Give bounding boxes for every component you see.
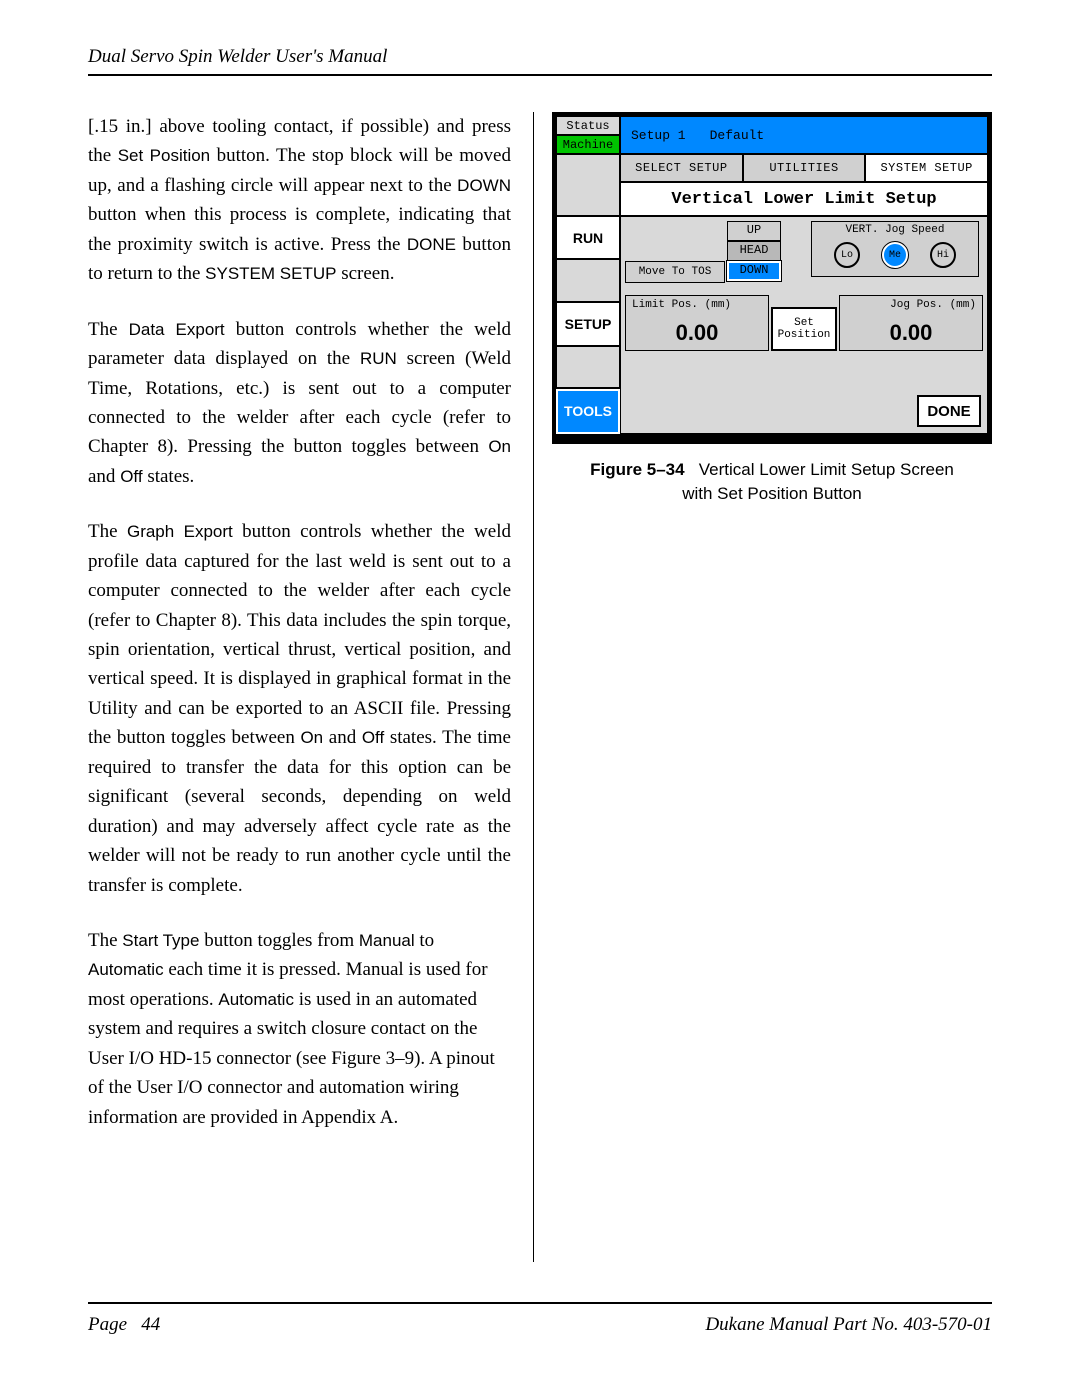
done-button[interactable]: DONE [917, 395, 981, 427]
tab-utilities[interactable]: UTILITIES [743, 154, 866, 182]
title-bar: Setup 1 Default [620, 116, 988, 154]
limit-pos-value: 0.00 [626, 320, 768, 346]
setup-number: Setup 1 [631, 128, 686, 143]
para-2: The Data Export button controls whether … [88, 315, 511, 492]
para-4: The Start Type button toggles from Manua… [88, 926, 511, 1132]
figure-caption: Figure 5–34 Vertical Lower Limit Setup S… [552, 458, 992, 506]
ui-top-row: Status Machine Setup 1 Default [556, 116, 988, 154]
header-title: Dual Servo Spin Welder User's Manual [88, 46, 992, 74]
caption-line2: with Set Position Button [682, 484, 862, 503]
status-col: Status Machine [556, 116, 620, 154]
tab-system-setup[interactable]: SYSTEM SETUP [865, 154, 988, 182]
jog-speed-panel: VERT. Jog Speed Lo Me Hi [811, 221, 979, 277]
jog-hi-button[interactable]: Hi [930, 242, 956, 268]
tab-row: SELECT SETUP UTILITIES SYSTEM SETUP [620, 154, 988, 182]
run-button[interactable]: RUN [556, 216, 620, 259]
limit-pos-label: Limit Pos. (mm) [632, 299, 762, 311]
status-cell[interactable]: Status [556, 116, 620, 135]
jog-speed-label: VERT. Jog Speed [812, 224, 978, 236]
setup-name: Default [710, 128, 765, 143]
para-1: [.15 in.] above tooling contact, if poss… [88, 112, 511, 289]
page-number: Page 44 [88, 1314, 160, 1336]
jog-pos-box: Jog Pos. (mm) 0.00 [839, 295, 983, 351]
tab-select-setup[interactable]: SELECT SETUP [620, 154, 743, 182]
manual-part-no: Dukane Manual Part No. 403-570-01 [705, 1314, 992, 1336]
page: Dual Servo Spin Welder User's Manual [.1… [88, 46, 992, 1336]
blank-cell [556, 154, 620, 216]
columns: [.15 in.] above tooling contact, if poss… [88, 112, 992, 1262]
caption-line1: Vertical Lower Limit Setup Screen [699, 460, 954, 479]
para-3: The Graph Export button controls whether… [88, 517, 511, 900]
figure-number: Figure 5–34 [590, 460, 685, 479]
machine-cell[interactable]: Machine [556, 135, 620, 154]
sidebar: RUN SETUP TOOLS [556, 216, 620, 434]
tabs-area: SELECT SETUP UTILITIES SYSTEM SETUP Vert… [620, 154, 988, 216]
screen-subtitle: Vertical Lower Limit Setup [620, 182, 988, 216]
jog-pos-value: 0.00 [840, 320, 982, 346]
jog-pos-label: Jog Pos. (mm) [846, 299, 976, 311]
tools-button[interactable]: TOOLS [556, 389, 620, 434]
ui-panel: Status Machine Setup 1 Default SELECT SE… [552, 112, 992, 444]
limit-pos-box: Limit Pos. (mm) 0.00 [625, 295, 769, 351]
up-button[interactable]: UP [727, 221, 781, 241]
down-button[interactable]: DOWN [727, 261, 781, 281]
header-rule [88, 74, 992, 76]
left-column: [.15 in.] above tooling contact, if poss… [88, 112, 533, 1262]
sidebar-spacer-2 [556, 346, 620, 389]
ui-main: RUN SETUP TOOLS UP HEAD DOWN Move To TOS… [556, 216, 988, 434]
sidebar-spacer-1 [556, 259, 620, 302]
move-to-tos-button[interactable]: Move To TOS [625, 261, 725, 283]
jog-circles: Lo Me Hi [812, 242, 978, 268]
ui-row2: SELECT SETUP UTILITIES SYSTEM SETUP Vert… [556, 154, 988, 216]
head-label: HEAD [727, 241, 781, 261]
jog-me-button[interactable]: Me [882, 242, 908, 268]
set-position-button[interactable]: Set Position [771, 307, 837, 351]
content-area: UP HEAD DOWN Move To TOS VERT. Jog Speed… [620, 216, 988, 434]
footer: Page 44 Dukane Manual Part No. 403-570-0… [88, 1302, 992, 1336]
right-column: Status Machine Setup 1 Default SELECT SE… [534, 112, 992, 1262]
position-row: Limit Pos. (mm) 0.00 Set Position Jog Po… [625, 295, 983, 351]
jog-lo-button[interactable]: Lo [834, 242, 860, 268]
setup-button[interactable]: SETUP [556, 302, 620, 345]
